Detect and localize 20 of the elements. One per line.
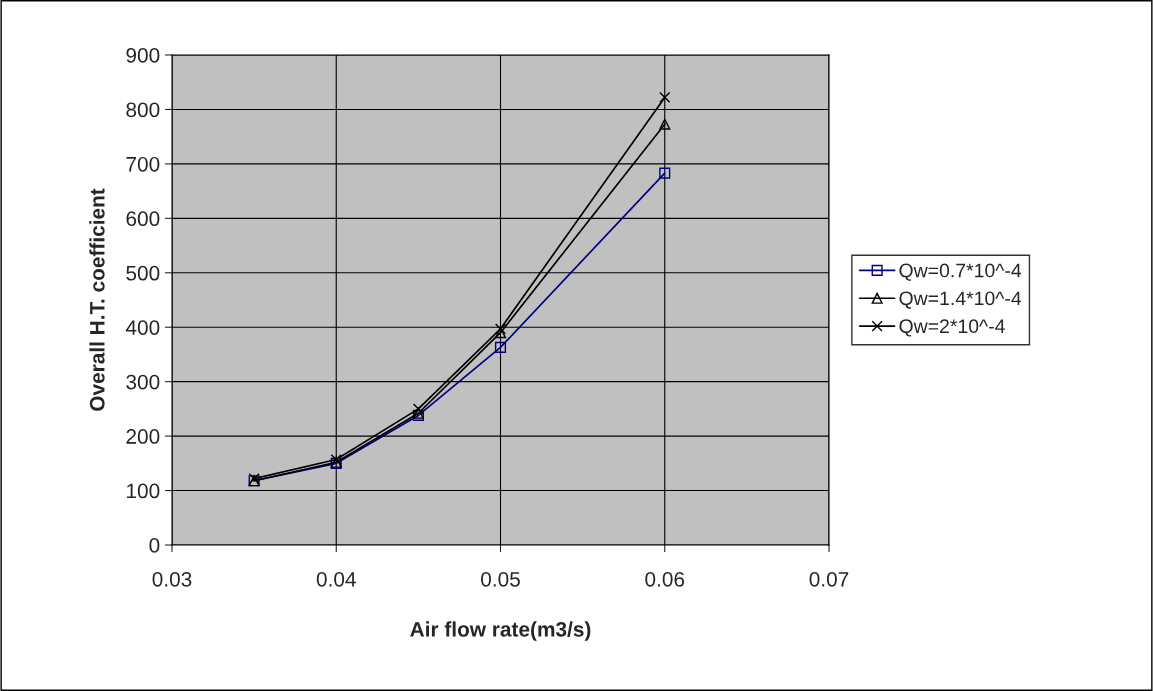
x-axis-title: Air flow rate(m3/s) xyxy=(410,621,591,641)
y-tick-label: 300 xyxy=(126,374,160,390)
x-tick-label: 0.05 xyxy=(481,571,520,587)
y-tick-label: 500 xyxy=(126,265,160,281)
legend-label: Qw=0.7*10^-4 xyxy=(899,263,1022,281)
y-tick-label: 100 xyxy=(127,483,160,499)
y-tick-label: 600 xyxy=(126,211,160,227)
y-tick-label: 800 xyxy=(126,102,160,118)
y-axis-title: Overall H.T. coefficient xyxy=(89,188,105,411)
y-tick-label: 200 xyxy=(126,429,160,444)
y-tick-label: 400 xyxy=(125,320,160,335)
y-tick-label: 0 xyxy=(149,538,160,553)
y-tick-label: 900 xyxy=(126,48,160,63)
x-tick-label: 0.03 xyxy=(152,571,192,587)
x-tick-label: 0.04 xyxy=(316,571,356,587)
legend-label: Qw=2*10^-4 xyxy=(899,319,1005,337)
legend-label: Qw=1.4*10^-4 xyxy=(899,291,1022,309)
y-tick-label: 700 xyxy=(126,156,160,172)
x-tick-label: 0.07 xyxy=(809,571,849,587)
x-tick-label: 0.06 xyxy=(645,571,685,587)
